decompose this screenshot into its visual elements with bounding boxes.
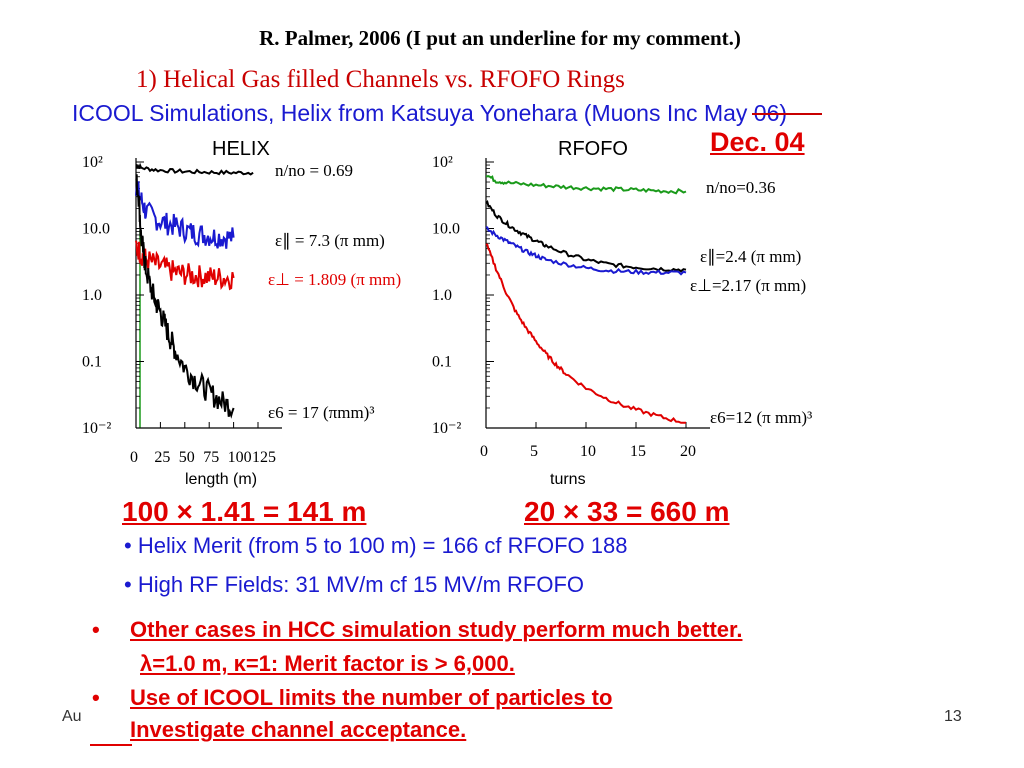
x-tick-label: 20	[680, 443, 696, 460]
x-tick-label: 15	[630, 443, 646, 460]
x-axis-label: turns	[550, 471, 586, 488]
bullet-dot: •	[92, 685, 100, 710]
subtitle-icool-simulations: ICOOL Simulations, Helix from Katsuya Yo…	[72, 100, 788, 126]
panel-title: HELIX	[212, 138, 270, 160]
x-tick-label: 125	[252, 449, 276, 466]
subtitle-helical-vs-rfofo: 1) Helical Gas filled Channels vs. RFOFO…	[136, 66, 625, 93]
x-tick-label: 0	[130, 449, 138, 466]
bullet-channel-acceptance: Investigate channel acceptance.	[130, 717, 467, 742]
y-tick-label: 10²	[432, 154, 453, 171]
calc-helix-length: 100 × 1.41 = 141 m	[122, 496, 367, 527]
series-annotation: ε∥=2.4 (π mm)	[700, 247, 801, 266]
x-axis-label: length (m)	[185, 471, 257, 488]
x-tick-label: 25	[154, 449, 170, 466]
merit-line-helix: • Helix Merit (from 5 to 100 m) = 166 cf…	[124, 533, 628, 558]
y-tick-label: 10⁻²	[432, 420, 461, 437]
calc-rfofo-length: 20 × 33 = 660 m	[524, 496, 730, 527]
series-line-0-1	[135, 181, 235, 249]
comment-date: Dec. 04	[710, 127, 805, 157]
series-annotation: ε⊥=2.17 (π mm)	[690, 276, 806, 295]
series-annotation: ε∥ = 7.3 (π mm)	[275, 231, 385, 250]
series-line-0-3	[135, 174, 235, 419]
y-tick-label: 10²	[82, 154, 103, 171]
series-line-0-0	[135, 162, 254, 176]
panel-title: RFOFO	[558, 138, 628, 160]
merit-line-rf-fields: • High RF Fields: 31 MV/m cf 15 MV/m RFO…	[124, 572, 585, 597]
series-line-1-1	[485, 200, 687, 273]
x-tick-label: 10	[580, 443, 596, 460]
series-annotation: ε6 = 17 (πmm)³	[268, 403, 374, 422]
y-tick-label: 10.0	[432, 221, 460, 238]
bullet-hcc-better: Other cases in HCC simulation study perf…	[130, 617, 743, 642]
bullet-dot: •	[92, 617, 100, 642]
x-tick-label: 50	[179, 449, 195, 466]
bullet-merit-factor: λ=1.0 m, κ=1: Merit factor is > 6,000.	[140, 651, 515, 676]
series-annotation: n/no = 0.69	[275, 161, 353, 180]
x-tick-label: 5	[530, 443, 538, 460]
series-annotation: n/no=0.36	[706, 178, 776, 197]
footer-author: Au	[62, 708, 82, 725]
x-tick-label: 75	[203, 449, 219, 466]
bullet-icool-limits: Use of ICOOL limits the number of partic…	[130, 685, 613, 710]
y-tick-label: 1.0	[432, 287, 452, 304]
slide-header: R. Palmer, 2006 (I put an underline for …	[259, 26, 741, 50]
y-tick-label: 0.1	[82, 354, 102, 371]
series-annotation: ε⊥ = 1.809 (π mm)	[268, 270, 401, 289]
y-tick-label: 10.0	[82, 221, 110, 238]
y-tick-label: 1.0	[82, 287, 102, 304]
strike-through-line	[752, 113, 822, 115]
x-tick-label: 100	[228, 449, 252, 466]
underline-extension	[90, 744, 132, 746]
y-tick-label: 10⁻²	[82, 420, 111, 437]
series-line-0-2	[135, 240, 235, 291]
series-line-1-3	[485, 243, 687, 424]
series-line-1-0	[486, 175, 687, 195]
series-line-1-2	[485, 226, 687, 276]
slide-number: 13	[944, 708, 962, 725]
y-tick-label: 0.1	[432, 354, 452, 371]
series-annotation: ε6=12 (π mm)³	[710, 408, 812, 427]
x-tick-label: 0	[480, 443, 488, 460]
